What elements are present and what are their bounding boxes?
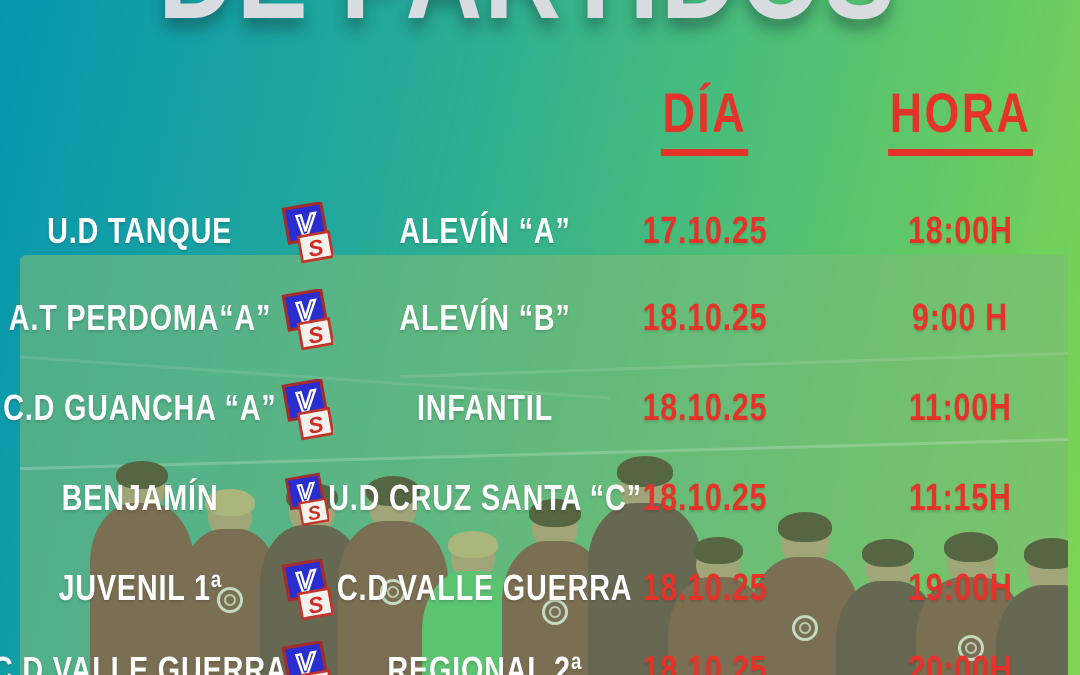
vs-icon: VS — [281, 641, 333, 675]
away-team: ALEVÍN “A” — [399, 210, 571, 251]
match-time: 9:00 H — [911, 296, 1009, 339]
jersey-crest — [380, 579, 406, 605]
match-time: 11:15H — [908, 476, 1012, 519]
svg-text:S: S — [306, 674, 325, 675]
match-date: 18.10.25 — [642, 648, 768, 675]
poster-title-cutoff: DE PARTIDOS — [158, 0, 897, 38]
match-time: 19:00H — [907, 566, 1013, 609]
home-team: C.D VALLE GUERRA — [0, 649, 288, 675]
match-date: 18.10.25 — [642, 476, 768, 519]
match-date: 18.10.25 — [642, 386, 768, 429]
photo-player — [90, 460, 194, 675]
match-time: 18:00H — [907, 209, 1013, 252]
match-date: 17.10.25 — [642, 209, 768, 252]
home-team: U.D TANQUE — [47, 210, 233, 251]
vs-icon: VS — [281, 559, 333, 621]
home-team: BENJAMÍN — [61, 477, 219, 518]
svg-text:S: S — [306, 322, 325, 349]
jersey-crest — [792, 615, 818, 641]
svg-text:S: S — [306, 412, 325, 439]
photo-green-tint — [20, 255, 1068, 675]
away-team: U.D CRUZ SANTA “C” — [328, 477, 642, 518]
home-team: A.T PERDOMA“A” — [8, 297, 272, 338]
away-team: C.D VALLE GUERRA — [337, 567, 633, 608]
away-team: ALEVÍN “B” — [399, 297, 571, 338]
photo-player — [996, 538, 1068, 675]
match-row: C.D VALLE GUERRA VS REGIONAL 2ª 18.10.25… — [0, 637, 1070, 675]
svg-text:S: S — [306, 592, 325, 619]
jersey-crest — [542, 599, 568, 625]
jersey-crest — [217, 587, 243, 613]
jersey-crest — [958, 635, 984, 661]
svg-text:S: S — [306, 502, 323, 526]
vs-icon: VS — [281, 289, 333, 351]
home-team: JUVENIL 1ª — [58, 567, 222, 608]
table-header: DÍA HORA — [10, 78, 1070, 158]
match-time: 11:00H — [908, 386, 1012, 429]
column-header-hora: HORA — [887, 80, 1033, 156]
away-team: INFANTIL — [416, 387, 553, 428]
vs-icon: VS — [281, 202, 333, 264]
match-time: 20:00H — [907, 648, 1013, 675]
column-header-dia: DÍA — [661, 80, 749, 156]
vs-icon: VS — [284, 472, 329, 527]
team-photo-background — [20, 255, 1068, 675]
match-date: 18.10.25 — [642, 296, 768, 339]
away-team: REGIONAL 2ª — [387, 649, 583, 675]
svg-text:S: S — [306, 235, 325, 262]
match-date: 18.10.25 — [642, 566, 768, 609]
vs-icon: VS — [281, 379, 333, 441]
home-team: C.D GUANCHA “A” — [3, 387, 277, 428]
